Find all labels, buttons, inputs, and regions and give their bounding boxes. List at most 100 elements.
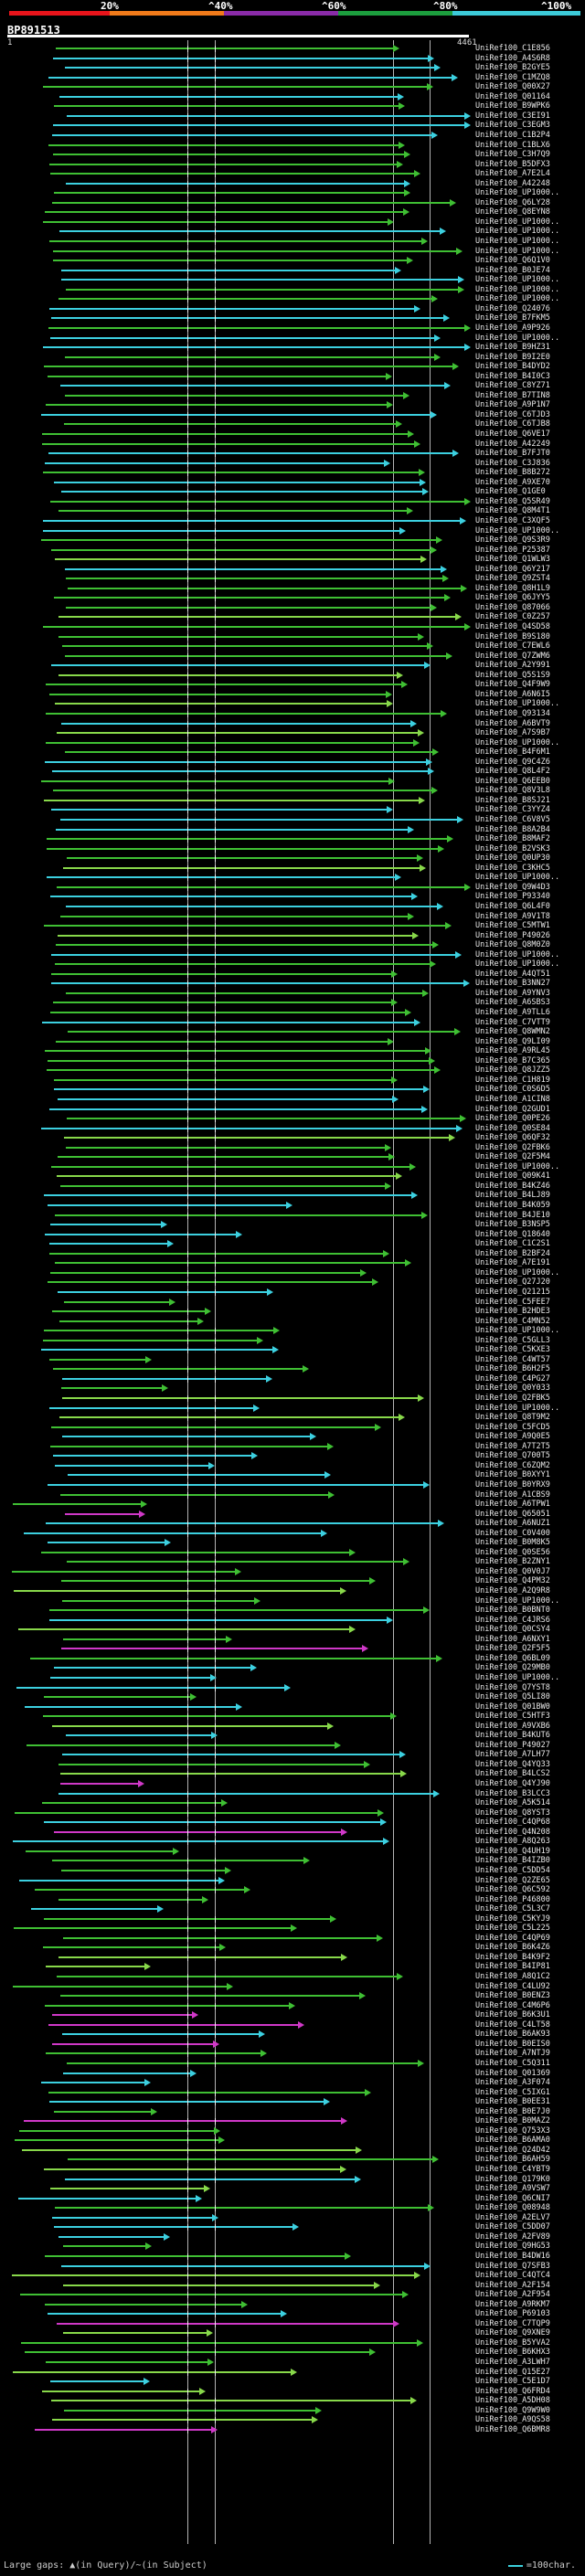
hit-row[interactable]: UniRef100_C5L3C7 — [0, 1904, 585, 1914]
hit-label[interactable]: UniRef100_A3LWH7 — [475, 2358, 550, 2367]
hit-label[interactable]: UniRef100_C5HTF3 — [475, 1712, 550, 1722]
hit-row[interactable]: UniRef100_B4JE10 — [0, 1211, 585, 1221]
hit-label[interactable]: UniRef100_C8YZ71 — [475, 381, 550, 391]
hit-row[interactable]: UniRef100_P49026 — [0, 931, 585, 941]
hit-label[interactable]: UniRef100_UP1000.. — [475, 227, 560, 237]
hit-label[interactable]: UniRef100_Q0V0J7 — [475, 1566, 550, 1576]
hit-row[interactable]: UniRef100_Q29MB0 — [0, 1663, 585, 1673]
hit-label[interactable]: UniRef100_C3XQF5 — [475, 515, 550, 525]
hit-row[interactable]: UniRef100_Q65051 — [0, 1510, 585, 1520]
hit-label[interactable]: UniRef100_Q24076 — [475, 303, 550, 313]
hit-label[interactable]: UniRef100_UP1000.. — [475, 737, 560, 747]
hit-label[interactable]: UniRef100_C5KXE3 — [475, 1345, 550, 1355]
hit-row[interactable]: UniRef100_A1CIN8 — [0, 1095, 585, 1105]
hit-label[interactable]: UniRef100_UP1000.. — [475, 1267, 560, 1277]
hit-label[interactable]: UniRef100_Q7YST8 — [475, 1682, 550, 1692]
hit-label[interactable]: UniRef100_B2GYE5 — [475, 63, 550, 73]
hit-label[interactable]: UniRef100_C1MZQ8 — [475, 72, 550, 82]
hit-label[interactable]: UniRef100_C5KYJ9 — [475, 1913, 550, 1924]
hit-label[interactable]: UniRef100_C5E1D7 — [475, 2377, 550, 2387]
hit-label[interactable]: UniRef100_C6ZQM2 — [475, 1460, 550, 1470]
hit-row[interactable]: UniRef100_C3EI91 — [0, 111, 585, 122]
hit-label[interactable]: UniRef100_A6NUZ1 — [475, 1519, 550, 1529]
hit-label[interactable]: UniRef100_A5K514 — [475, 1798, 550, 1808]
hit-row[interactable]: UniRef100_Q0UP30 — [0, 853, 585, 864]
hit-row[interactable]: UniRef100_Q5S1S9 — [0, 671, 585, 681]
hit-row[interactable]: UniRef100_Q8M0Z0 — [0, 940, 585, 950]
hit-row[interactable]: UniRef100_B0MAZ2 — [0, 2116, 585, 2126]
hit-label[interactable]: UniRef100_C3YYZ4 — [475, 805, 550, 815]
hit-row[interactable]: UniRef100_UP1000.. — [0, 294, 585, 304]
hit-label[interactable]: UniRef100_B4I0C3 — [475, 371, 550, 381]
hit-label[interactable]: UniRef100_B8MAF2 — [475, 834, 550, 844]
hit-label[interactable]: UniRef100_UP1000.. — [475, 949, 560, 959]
hit-label[interactable]: UniRef100_A7LH77 — [475, 1750, 550, 1760]
hit-row[interactable]: UniRef100_P69103 — [0, 2309, 585, 2319]
hit-row[interactable]: UniRef100_A8Q263 — [0, 1837, 585, 1847]
hit-label[interactable]: UniRef100_Q9W9W0 — [475, 2405, 550, 2415]
hit-label[interactable]: UniRef100_A2Q9R8 — [475, 1586, 550, 1595]
hit-row[interactable]: UniRef100_C1C2S1 — [0, 1239, 585, 1249]
hit-label[interactable]: UniRef100_C4JRS6 — [475, 1615, 550, 1625]
hit-label[interactable]: UniRef100_B0EE31 — [475, 2097, 550, 2107]
hit-row[interactable]: UniRef100_UP1000.. — [0, 959, 585, 970]
hit-row[interactable]: UniRef100_B9WPK6 — [0, 101, 585, 111]
hit-row[interactable]: UniRef100_C4QP68 — [0, 1818, 585, 1828]
hit-label[interactable]: UniRef100_Q2ZE65 — [475, 1875, 550, 1885]
hit-label[interactable]: UniRef100_B9I2E0 — [475, 352, 550, 362]
hit-label[interactable]: UniRef100_Q9W4D3 — [475, 882, 550, 892]
hit-row[interactable]: UniRef100_Q9XNE9 — [0, 2328, 585, 2338]
hit-label[interactable]: UniRef100_B7FJT0 — [475, 449, 550, 459]
hit-row[interactable]: UniRef100_A9RL45 — [0, 1046, 585, 1056]
hit-label[interactable]: UniRef100_Q753X3 — [475, 2125, 550, 2136]
hit-row[interactable]: UniRef100_UP1000.. — [0, 526, 585, 536]
hit-row[interactable]: UniRef100_Q6FRD4 — [0, 2387, 585, 2397]
hit-row[interactable]: UniRef100_UP1000.. — [0, 188, 585, 198]
hit-label[interactable]: UniRef100_A9P1N7 — [475, 400, 550, 410]
hit-row[interactable]: UniRef100_C5GLL3 — [0, 1336, 585, 1346]
hit-row[interactable]: UniRef100_Q01369 — [0, 2069, 585, 2079]
hit-label[interactable]: UniRef100_B7TIN8 — [475, 390, 550, 400]
hit-row[interactable]: UniRef100_A8Q1C2 — [0, 1972, 585, 1982]
hit-row[interactable]: UniRef100_A9Q0E5 — [0, 1432, 585, 1442]
hit-label[interactable]: UniRef100_B3LCC3 — [475, 1788, 550, 1798]
hit-row[interactable]: UniRef100_C6V8V5 — [0, 815, 585, 825]
hit-row[interactable]: UniRef100_UP1000.. — [0, 1596, 585, 1606]
hit-row[interactable]: UniRef100_B6H2F5 — [0, 1364, 585, 1374]
hit-label[interactable]: UniRef100_B8SJ21 — [475, 795, 550, 805]
hit-label[interactable]: UniRef100_Q65051 — [475, 1509, 550, 1519]
hit-label[interactable]: UniRef100_P25387 — [475, 545, 550, 555]
hit-row[interactable]: UniRef100_Q753X3 — [0, 2126, 585, 2136]
hit-row[interactable]: UniRef100_UP1000.. — [0, 1162, 585, 1172]
hit-label[interactable]: UniRef100_UP1000.. — [475, 237, 560, 246]
hit-row[interactable]: UniRef100_B8MAF2 — [0, 834, 585, 844]
hit-label[interactable]: UniRef100_Q6FRD4 — [475, 2386, 550, 2396]
hit-label[interactable]: UniRef100_Q6BL09 — [475, 1653, 550, 1663]
hit-label[interactable]: UniRef100_P49026 — [475, 930, 550, 940]
hit-row[interactable]: UniRef100_B2GYE5 — [0, 63, 585, 73]
hit-label[interactable]: UniRef100_B6K4Z6 — [475, 1943, 550, 1953]
hit-label[interactable]: UniRef100_B0YRX9 — [475, 1479, 550, 1489]
hit-row[interactable]: UniRef100_Q179K0 — [0, 2175, 585, 2185]
hit-row[interactable]: UniRef100_UP1000.. — [0, 873, 585, 883]
hit-row[interactable]: UniRef100_B6K4Z6 — [0, 1943, 585, 1953]
hit-label[interactable]: UniRef100_C7EWL6 — [475, 641, 550, 652]
hit-label[interactable]: UniRef100_Q8EYN8 — [475, 207, 550, 217]
hit-row[interactable]: UniRef100_B4IZB0 — [0, 1856, 585, 1866]
hit-label[interactable]: UniRef100_C7TQP9 — [475, 2318, 550, 2328]
hit-label[interactable]: UniRef100_Q18640 — [475, 1229, 550, 1239]
hit-row[interactable]: UniRef100_A6BVT9 — [0, 719, 585, 729]
hit-label[interactable]: UniRef100_Q2FBK5 — [475, 1394, 550, 1403]
hit-label[interactable]: UniRef100_UP1000.. — [475, 294, 560, 304]
hit-row[interactable]: UniRef100_A5K514 — [0, 1798, 585, 1808]
hit-row[interactable]: UniRef100_Q2GUD1 — [0, 1105, 585, 1115]
hit-row[interactable]: UniRef100_Q6VE17 — [0, 429, 585, 440]
hit-row[interactable]: UniRef100_UP1000.. — [0, 1326, 585, 1336]
hit-label[interactable]: UniRef100_Q6Y217 — [475, 564, 550, 574]
hit-label[interactable]: UniRef100_Q00X27 — [475, 82, 550, 92]
hit-label[interactable]: UniRef100_Q01369 — [475, 2068, 550, 2078]
hit-label[interactable]: UniRef100_Q21215 — [475, 1287, 550, 1297]
hit-label[interactable]: UniRef100_C1B2P4 — [475, 130, 550, 140]
hit-label[interactable]: UniRef100_B4JE10 — [475, 1210, 550, 1220]
hit-label[interactable]: UniRef100_B0ENZ3 — [475, 1991, 550, 2001]
